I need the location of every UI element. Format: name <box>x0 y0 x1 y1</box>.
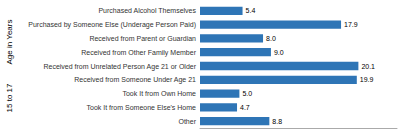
svg-text:Took It from Someone Else's Ho: Took It from Someone Else's Home <box>87 104 197 111</box>
svg-text:20.1: 20.1 <box>361 63 375 70</box>
svg-text:17.9: 17.9 <box>344 21 358 28</box>
svg-text:Purchased Alcohol Themselves: Purchased Alcohol Themselves <box>98 7 196 14</box>
svg-text:Received from Unrelated Person: Received from Unrelated Person Age 21 or… <box>43 63 196 71</box>
svg-text:19.9: 19.9 <box>360 76 374 83</box>
svg-text:8.8: 8.8 <box>272 118 282 125</box>
svg-text:Other: Other <box>178 118 196 125</box>
svg-text:Purchased by Someone Else (Und: Purchased by Someone Else (Underage Pers… <box>28 21 196 29</box>
svg-text:8.0: 8.0 <box>266 35 276 42</box>
svg-text:5.0: 5.0 <box>242 90 252 97</box>
svg-text:15 to 17: 15 to 17 <box>5 83 14 112</box>
svg-text:Took It from Own Home: Took It from Own Home <box>122 90 196 97</box>
svg-text:5.4: 5.4 <box>246 7 256 14</box>
svg-text:4.7: 4.7 <box>240 104 250 111</box>
svg-text:Received from Someone Under Ag: Received from Someone Under Age 21 <box>74 76 196 84</box>
svg-text:Received from Parent or Guardi: Received from Parent or Guardian <box>89 35 196 42</box>
svg-text:9.0: 9.0 <box>274 49 284 56</box>
svg-text:Received from Other Family Mem: Received from Other Family Member <box>81 49 196 57</box>
svg-text:Age in Years: Age in Years <box>5 20 14 65</box>
